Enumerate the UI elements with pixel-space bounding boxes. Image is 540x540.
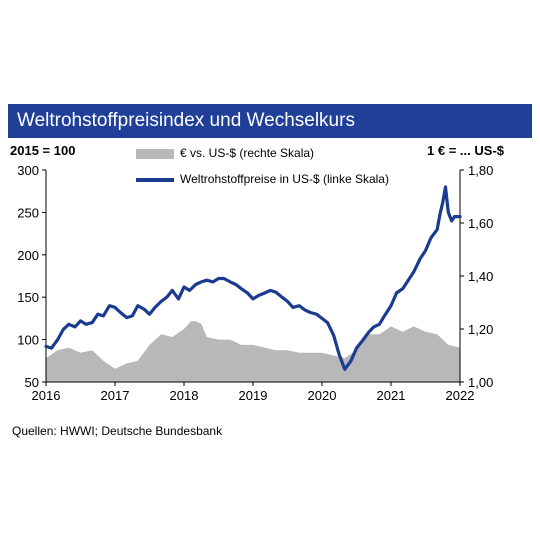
legend-label-commodity: Weltrohstoffpreise in US-$ (linke Skala) bbox=[180, 172, 389, 186]
y-right-tick-label: 1,60 bbox=[468, 216, 493, 231]
x-tick-label: 2020 bbox=[308, 388, 337, 403]
right-axis-unit: 1 € = ... US-$ bbox=[427, 143, 504, 158]
y-left-tick-label: 200 bbox=[17, 248, 39, 263]
x-tick-label: 2017 bbox=[101, 388, 130, 403]
x-tick-label: 2016 bbox=[32, 388, 61, 403]
area-series-eur-usd bbox=[46, 321, 460, 382]
x-tick-label: 2019 bbox=[239, 388, 268, 403]
y-left-tick-label: 300 bbox=[17, 163, 39, 178]
y-left-tick-label: 50 bbox=[25, 375, 39, 390]
y-left-tick-label: 150 bbox=[17, 290, 39, 305]
y-right-tick-label: 1,20 bbox=[468, 322, 493, 337]
y-right-tick-label: 1,00 bbox=[468, 375, 493, 390]
y-right-tick-label: 1,40 bbox=[468, 269, 493, 284]
y-right-tick-label: 1,80 bbox=[468, 163, 493, 178]
legend-item-eur-usd: € vs. US-$ (rechte Skala) bbox=[136, 146, 314, 160]
legend-swatch-line bbox=[136, 177, 174, 182]
legend-label-eur-usd: € vs. US-$ (rechte Skala) bbox=[180, 146, 315, 160]
legend-item-commodity: Weltrohstoffpreise in US-$ (linke Skala) bbox=[136, 172, 389, 186]
x-tick-label: 2021 bbox=[377, 388, 406, 403]
source-note: Quellen: HWWI; Deutsche Bundesbank bbox=[12, 424, 223, 438]
chart-title: Weltrohstoffpreisindex und Wechselkurs bbox=[8, 104, 532, 138]
x-tick-label: 2018 bbox=[170, 388, 199, 403]
left-axis-unit: 2015 = 100 bbox=[10, 143, 76, 158]
x-tick-label: 2022 bbox=[446, 388, 475, 403]
chart-plot: 50 100 150 200 250 300 1,00 1,20 1,40 1,60 1,80 201… bbox=[17, 163, 493, 403]
line-series-commodity bbox=[44, 185, 462, 371]
y-left-tick-label: 250 bbox=[17, 205, 39, 220]
legend-swatch-area bbox=[136, 148, 174, 159]
y-left-tick-label: 100 bbox=[17, 333, 39, 348]
